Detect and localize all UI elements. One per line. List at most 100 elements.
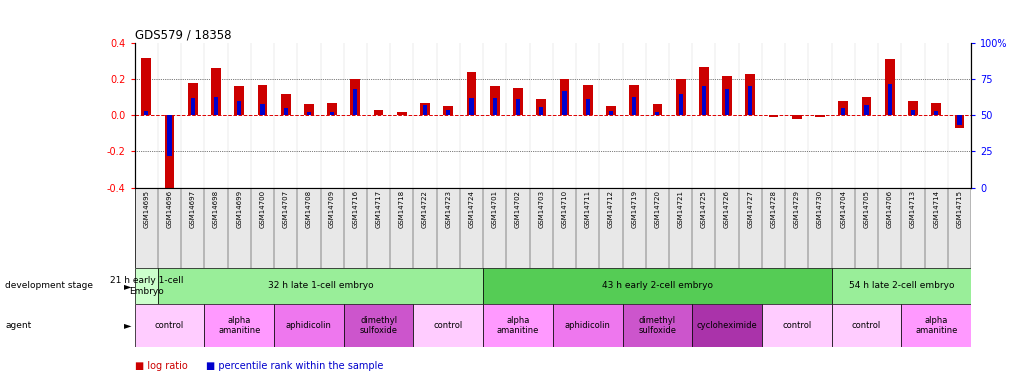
Text: GSM14698: GSM14698 [213, 190, 219, 228]
Bar [351, 79, 360, 116]
Bar [930, 103, 941, 116]
Bar [721, 76, 732, 116]
Bar [330, 112, 334, 116]
Bar [841, 108, 845, 116]
Text: GSM14700: GSM14700 [259, 190, 265, 228]
Text: GSM14714: GSM14714 [932, 190, 938, 228]
Bar [748, 87, 752, 116]
Bar [489, 87, 499, 116]
Text: GSM14725: GSM14725 [700, 190, 706, 228]
Bar [768, 116, 777, 117]
Text: GSM14707: GSM14707 [282, 190, 288, 228]
Bar [214, 96, 218, 116]
Bar [353, 89, 357, 116]
Text: GSM14716: GSM14716 [352, 190, 358, 228]
Bar [483, 268, 830, 304]
Bar [863, 105, 868, 116]
Text: GSM14728: GSM14728 [769, 190, 775, 228]
Text: GSM14720: GSM14720 [654, 190, 659, 228]
Bar [274, 304, 343, 347]
Bar [211, 68, 221, 116]
Text: dimethyl
sulfoxide: dimethyl sulfoxide [360, 316, 397, 335]
Bar [692, 304, 761, 347]
Bar [135, 268, 158, 304]
Bar [814, 116, 824, 117]
Text: aphidicolin: aphidicolin [565, 321, 610, 330]
Bar [307, 112, 311, 116]
Text: ►: ► [124, 281, 131, 291]
Bar [443, 106, 452, 116]
Text: GSM14697: GSM14697 [190, 190, 196, 228]
Text: alpha
amanitine: alpha amanitine [914, 316, 957, 335]
Text: GSM14719: GSM14719 [631, 190, 637, 228]
Bar [539, 106, 543, 116]
Bar [191, 98, 195, 116]
Text: GSM14705: GSM14705 [863, 190, 868, 228]
Bar [838, 101, 848, 116]
Bar [632, 96, 636, 116]
Bar [466, 72, 476, 116]
Text: GSM14703: GSM14703 [538, 190, 544, 228]
Text: GSM14723: GSM14723 [445, 190, 450, 228]
Text: control: control [433, 321, 463, 330]
Bar [605, 106, 615, 116]
Bar [761, 304, 830, 347]
Bar [654, 112, 659, 116]
Bar [883, 59, 894, 116]
Bar [582, 85, 592, 116]
Text: GSM14699: GSM14699 [236, 190, 242, 228]
Bar [516, 99, 520, 116]
Text: GSM14727: GSM14727 [747, 190, 753, 228]
Bar [396, 112, 407, 116]
Bar [629, 85, 639, 116]
Text: 43 h early 2-cell embryo: 43 h early 2-cell embryo [601, 281, 712, 290]
Bar [954, 116, 963, 128]
Text: control: control [851, 321, 880, 330]
Bar [552, 304, 622, 347]
Bar [561, 91, 566, 116]
Bar [187, 83, 198, 116]
Text: GSM14712: GSM14712 [607, 190, 613, 228]
Bar [652, 105, 661, 116]
Bar [327, 103, 336, 116]
Text: GSM14717: GSM14717 [375, 190, 381, 228]
Text: GSM14695: GSM14695 [143, 190, 149, 228]
Bar [887, 84, 891, 116]
Text: 21 h early 1-cell
Embryo: 21 h early 1-cell Embryo [109, 276, 182, 296]
Text: alpha
amanitine: alpha amanitine [496, 316, 539, 335]
Text: ►: ► [124, 320, 131, 330]
Bar [257, 85, 267, 116]
Bar [373, 110, 383, 116]
Bar [907, 101, 917, 116]
Text: control: control [155, 321, 184, 330]
Bar [585, 99, 589, 116]
Bar [861, 97, 870, 116]
Bar [725, 89, 729, 116]
Text: GSM14721: GSM14721 [677, 190, 683, 228]
Text: GSM14730: GSM14730 [816, 190, 822, 228]
Text: GSM14722: GSM14722 [422, 190, 428, 228]
Text: GSM14696: GSM14696 [166, 190, 172, 228]
Bar [698, 67, 708, 116]
Bar [423, 105, 427, 116]
Bar [910, 110, 914, 116]
Text: control: control [782, 321, 811, 330]
Bar [280, 94, 290, 116]
Text: GSM14709: GSM14709 [329, 190, 335, 228]
Text: cycloheximide: cycloheximide [696, 321, 757, 330]
Bar [608, 111, 612, 116]
Text: GSM14711: GSM14711 [584, 190, 590, 228]
Bar [830, 304, 901, 347]
Text: GSM14710: GSM14710 [560, 190, 567, 228]
Text: 54 h late 2-cell embryo: 54 h late 2-cell embryo [848, 281, 953, 290]
Bar [536, 99, 545, 116]
Bar [343, 304, 413, 347]
Bar [234, 87, 244, 116]
Text: 32 h late 1-cell embryo: 32 h late 1-cell embryo [267, 281, 373, 290]
Bar [492, 98, 496, 116]
Bar [559, 79, 569, 116]
Bar [413, 304, 483, 347]
Text: GSM14718: GSM14718 [398, 190, 405, 228]
Bar [957, 116, 961, 125]
Bar [675, 79, 685, 116]
